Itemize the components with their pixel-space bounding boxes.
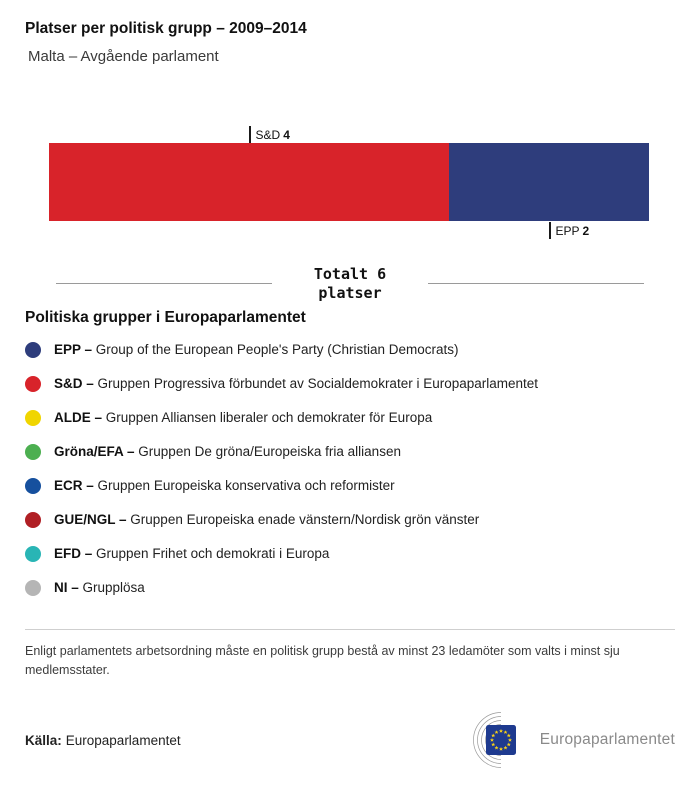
legend-item-ecr: ECR – Gruppen Europeiska konservativa oc… [25, 469, 675, 503]
ep-logo-text: Europaparlamentet [539, 731, 675, 748]
legend-text-efd: EFD – Gruppen Frihet och demokrati i Eur… [54, 546, 330, 561]
bar-label-epp: EPP 2 [549, 222, 589, 239]
european-parliament-logo: Europaparlamentet [446, 712, 675, 768]
footer: Källa: Europaparlamentet [25, 712, 675, 768]
legend-item-alde: ALDE – Gruppen Alliansen liberaler och d… [25, 401, 675, 435]
source-label: Källa: [25, 732, 62, 748]
legend-item-efd: EFD – Gruppen Frihet och demokrati i Eur… [25, 537, 675, 571]
seats-chart: S&D 4 EPP 2 [49, 126, 649, 239]
seat-bar [49, 143, 649, 221]
source-value: Europaparlamentet [65, 732, 181, 748]
bar-label-epp-text: EPP 2 [555, 223, 590, 238]
footnote-divider [25, 628, 675, 630]
bar-label-sd: S&D 4 [249, 126, 290, 143]
legend-item-gue-ngl: GUE/NGL – Gruppen Europeiska enade vänst… [25, 503, 675, 537]
legend-item-sd: S&D – Gruppen Progressiva förbundet av S… [25, 367, 675, 401]
legend-heading: Politiska grupper i Europaparlamentet [25, 308, 306, 326]
footnote: Enligt parlamentets arbetsordning måste … [25, 643, 620, 677]
total-line-2: platser [318, 283, 382, 302]
page-title: Platser per politisk grupp – 2009–2014 [25, 20, 307, 37]
source-line: Källa: Europaparlamentet [25, 733, 181, 748]
legend-dot-ni [25, 579, 41, 596]
legend-text-ni: NI – Grupplösa [54, 580, 145, 595]
legend-dot-sd [25, 375, 41, 392]
legend-dot-efd [25, 545, 41, 562]
legend-dot-epp [25, 341, 41, 358]
legend-list: EPP – Group of the European People's Par… [25, 333, 675, 605]
ep-logo-icon [472, 712, 516, 768]
total-right-rule [428, 283, 644, 285]
legend-text-alde: ALDE – Gruppen Alliansen liberaler och d… [54, 410, 433, 425]
legend-text-sd: S&D – Gruppen Progressiva förbundet av S… [54, 376, 539, 391]
legend-dot-gue-ngl [25, 511, 41, 528]
bar-segment-sd[interactable] [49, 143, 449, 221]
legend-dot-ecr [25, 477, 41, 494]
bar-label-sd-text: S&D 4 [255, 127, 290, 142]
legend-item-ni: NI – Grupplösa [25, 571, 675, 605]
legend-text-ecr: ECR – Gruppen Europeiska konservativa oc… [54, 478, 395, 493]
tick-mark-sd [249, 126, 251, 143]
total-line-1: Totalt 6 [313, 265, 387, 283]
total-seats: Totalt 6 platser [56, 265, 644, 303]
total-seats-label: Totalt 6 platser [272, 265, 428, 303]
legend-dot-greens-efa [25, 443, 41, 460]
legend-item-greens-efa: Gröna/EFA – Gruppen De gröna/Europeiska … [25, 435, 675, 469]
page-subtitle: Malta – Avgående parlament [28, 48, 219, 65]
bar-segment-epp[interactable] [449, 143, 649, 221]
tick-mark-epp [549, 222, 551, 239]
legend-dot-alde [25, 409, 41, 426]
legend-text-gue-ngl: GUE/NGL – Gruppen Europeiska enade vänst… [54, 512, 480, 527]
legend-item-epp: EPP – Group of the European People's Par… [25, 333, 675, 367]
total-left-rule [56, 283, 272, 285]
legend-text-epp: EPP – Group of the European People's Par… [54, 342, 459, 357]
legend-text-greens-efa: Gröna/EFA – Gruppen De gröna/Europeiska … [54, 444, 401, 459]
